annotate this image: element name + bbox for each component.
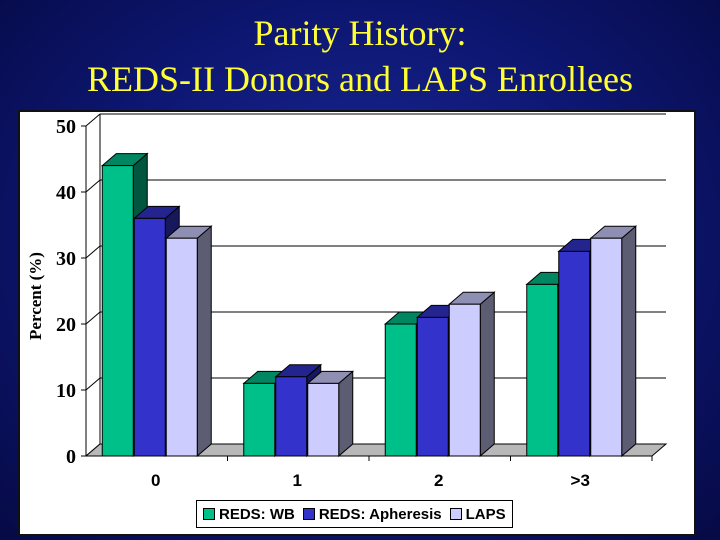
legend-item-laps: LAPS <box>449 505 506 523</box>
legend-swatch <box>203 508 215 520</box>
legend-label: REDS: Apheresis <box>318 505 442 523</box>
y-tick-label: 10 <box>56 380 76 402</box>
legend-item-reds-apheresis: REDS: Apheresis <box>302 505 442 523</box>
bar-side <box>338 370 354 458</box>
title-line-2: REDS-II Donors and LAPS Enrollees <box>87 59 633 99</box>
y-tick-label: 30 <box>56 248 76 270</box>
gridline-depth <box>85 113 101 127</box>
gridline-depth <box>85 179 101 193</box>
y-axis-label: Percent (%) <box>26 252 45 340</box>
bar <box>165 237 198 457</box>
bar <box>590 237 623 457</box>
gridline-depth <box>85 311 101 325</box>
bar-side <box>621 225 637 458</box>
legend-swatch <box>449 508 462 520</box>
bar <box>307 382 340 457</box>
bar <box>133 217 166 457</box>
title-line-1: Parity History: <box>253 13 467 53</box>
bar <box>558 250 591 457</box>
x-tick-label: 0 <box>151 471 160 490</box>
legend-item-reds-wb: REDS: WB <box>203 506 295 523</box>
bar <box>526 283 559 457</box>
y-tick-label: 50 <box>56 116 76 138</box>
bar <box>275 376 308 457</box>
x-tick-label: 2 <box>434 471 443 490</box>
gridline-depth <box>85 377 101 391</box>
y-tick-label: 0 <box>66 446 76 468</box>
bar <box>448 303 481 457</box>
slide-title: Parity History: REDS-II Donors and LAPS … <box>0 10 720 102</box>
bar-side <box>479 291 495 458</box>
bar <box>384 323 417 457</box>
bar <box>243 382 276 457</box>
x-tick-label: 1 <box>293 471 302 490</box>
y-tick-label: 20 <box>56 314 76 336</box>
gridline-depth <box>85 245 101 259</box>
legend-label: LAPS <box>465 505 506 523</box>
x-tick-label: >3 <box>571 471 590 490</box>
legend-swatch <box>302 508 315 520</box>
bar-side <box>196 225 212 458</box>
y-tick-label: 40 <box>56 182 76 204</box>
chart-legend: REDS: WB REDS: Apheresis LAPS <box>196 500 513 528</box>
bar <box>101 165 134 457</box>
legend-label: REDS: WB <box>219 505 295 523</box>
bar <box>416 316 449 457</box>
